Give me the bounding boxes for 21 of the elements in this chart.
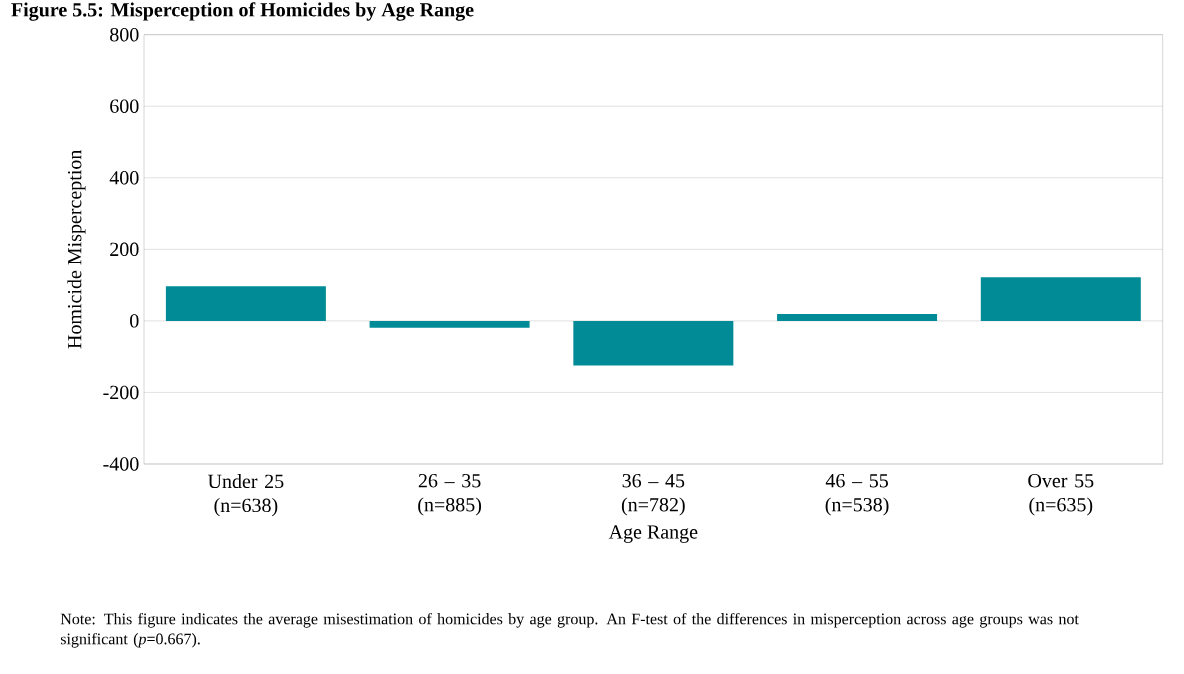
x-tick-label: 26 – 35 (n=885) xyxy=(418,474,482,516)
bar xyxy=(369,320,530,328)
x-tick-label: 46 – 55 (n=538) xyxy=(825,474,889,516)
y-tick-label: 600 xyxy=(110,99,139,113)
y-tick-label: -400 xyxy=(103,457,139,471)
y-tick-label: 0 xyxy=(130,314,139,328)
y-axis-title: Homicide Misperception xyxy=(67,149,86,349)
bar xyxy=(165,286,326,321)
y-tick-label: 400 xyxy=(109,171,139,185)
y-tick-label: -200 xyxy=(103,385,139,400)
x-tick-label: Over 55 (n=635) xyxy=(1028,474,1094,516)
x-tick-label: Under 25 (n=638) xyxy=(207,474,284,517)
bar xyxy=(980,277,1141,321)
bar xyxy=(777,314,938,321)
x-tick-label: 36 – 45 (n=782) xyxy=(621,474,685,516)
text: Note: This figure indicates the average misestimation of homicides by age group. An F-test of the differences in misperception across age groups was not significant (p=0.667). xyxy=(60,612,1079,648)
y-tick-label: 800 xyxy=(110,27,139,42)
bar xyxy=(573,320,734,366)
x-axis-title: Age Range xyxy=(608,525,698,543)
y-tick-label: 200 xyxy=(110,242,139,257)
chart-title: Figure 5.5: Misperception of Homicides by Age Range xyxy=(11,2,474,21)
